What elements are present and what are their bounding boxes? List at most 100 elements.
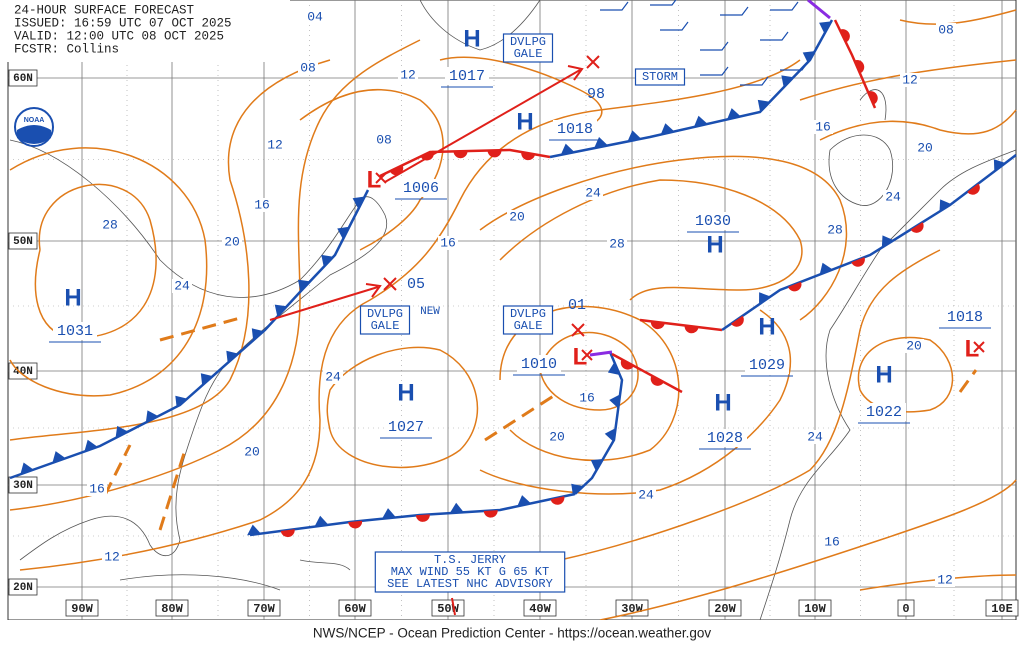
note-line: SEE LATEST NHC ADVISORY (387, 577, 553, 591)
pressure-bg (445, 67, 489, 85)
center-pressure: 1018 (947, 309, 983, 326)
warm-front-pip (839, 29, 850, 43)
isobar-label-bg (87, 482, 107, 496)
developing-pressure: 05 (407, 276, 425, 293)
cold-front-pip (52, 451, 66, 463)
isobar-label: 12 (937, 572, 953, 587)
isobar-label-bg (883, 190, 903, 204)
isobar-label-bg (583, 186, 603, 200)
center-symbol: H (758, 313, 775, 340)
isobar-label: 20 (917, 140, 933, 155)
pressure-bg (399, 179, 443, 197)
center-symbol: H (714, 389, 731, 416)
cold-front-pip (757, 99, 770, 112)
isobar-label: 08 (938, 22, 954, 37)
center-pressure: 1006 (403, 180, 439, 197)
front-line (721, 154, 1017, 332)
isobar (19, 59, 801, 571)
cold-front-pip (802, 51, 815, 64)
wind-barbs (600, 0, 809, 86)
logo: NOAA (14, 107, 54, 147)
developing-pressure: 01 (568, 297, 586, 314)
lon-label: 90W (71, 602, 93, 616)
lon-label-box (985, 599, 1019, 617)
cold-front-pip (321, 254, 334, 267)
coastline (859, 89, 887, 121)
cold-front-pip (560, 143, 575, 155)
isobar-label: 24 (638, 487, 654, 502)
isobar-label-bg (915, 141, 935, 155)
note-line: DVLPG (510, 307, 546, 321)
note-line: STORM (642, 70, 678, 84)
warm-front-pip (854, 60, 865, 74)
isobar (9, 59, 331, 441)
isobar-label-bg (222, 235, 242, 249)
cold-front-pip (594, 136, 608, 149)
cold-front-pip (337, 226, 350, 240)
cold-front-pip (609, 394, 621, 409)
cold-front-pip (881, 235, 894, 248)
lon-label: 80W (161, 602, 183, 616)
front-line (611, 352, 683, 394)
isobar-label-bg (547, 430, 567, 444)
note-line: GALE (371, 319, 400, 333)
center-pressure: 1030 (695, 213, 731, 230)
note-box (502, 33, 554, 63)
low-x (973, 341, 985, 353)
lon-label-box (338, 599, 372, 617)
lon-label: 70W (253, 602, 275, 616)
note-box (634, 68, 686, 86)
low-x (375, 172, 387, 184)
trough (159, 316, 241, 342)
warm-front-pip (787, 281, 802, 292)
center-symbol: H (397, 379, 414, 406)
pressure-bg (862, 403, 906, 421)
pressure-bg (943, 308, 987, 326)
isobar-label-bg (825, 223, 845, 237)
center-symbol: L (367, 166, 382, 193)
pressure-bg (691, 212, 735, 230)
track-arrow (269, 286, 379, 321)
header-line: ISSUED: 16:59 UTC 07 OCT 2025 (14, 16, 232, 30)
isobar (326, 346, 479, 469)
isobar-label-bg (323, 370, 343, 384)
isobar (9, 39, 421, 511)
lon-label-box (897, 599, 915, 617)
note-box (359, 305, 411, 335)
cold-front-pip (819, 262, 833, 275)
warm-front-pip (684, 325, 699, 334)
isobar-label: 20 (509, 209, 525, 224)
isobar (559, 249, 941, 561)
isobar-label: 28 (609, 236, 625, 251)
lon-label-box (798, 599, 832, 617)
isobar-label-bg (398, 68, 418, 82)
header-line: 24-HOUR SURFACE FORECAST (14, 3, 195, 17)
isobar-label: 12 (902, 72, 918, 87)
center-pressure: 1022 (866, 404, 902, 421)
isobar-label: 08 (376, 132, 392, 147)
developing-low-x (586, 55, 600, 69)
front-line (639, 318, 723, 332)
cold-front-pip (939, 199, 952, 212)
center-pressure: 1029 (749, 357, 785, 374)
lon-label-box (431, 599, 465, 617)
cold-front-pip (175, 395, 188, 408)
trough (158, 449, 187, 531)
isobar-label-bg (813, 120, 833, 134)
isobar-label: 16 (440, 235, 456, 250)
coastline (759, 149, 1017, 621)
front-line (574, 351, 624, 495)
warm-front-pip (550, 496, 565, 505)
warm-front-pip (420, 150, 434, 161)
isobar-label: 24 (807, 429, 823, 444)
lon-label: 30W (621, 602, 643, 616)
cold-front-pip (693, 115, 708, 128)
lat-label: 40N (13, 366, 33, 378)
center-symbol: H (463, 25, 480, 52)
developing-pressure: 98 (587, 86, 605, 103)
lon-label: 60W (344, 602, 366, 616)
note-line: DVLPG (510, 35, 546, 49)
cold-front-pip (251, 328, 264, 341)
track-arrow (451, 597, 456, 616)
